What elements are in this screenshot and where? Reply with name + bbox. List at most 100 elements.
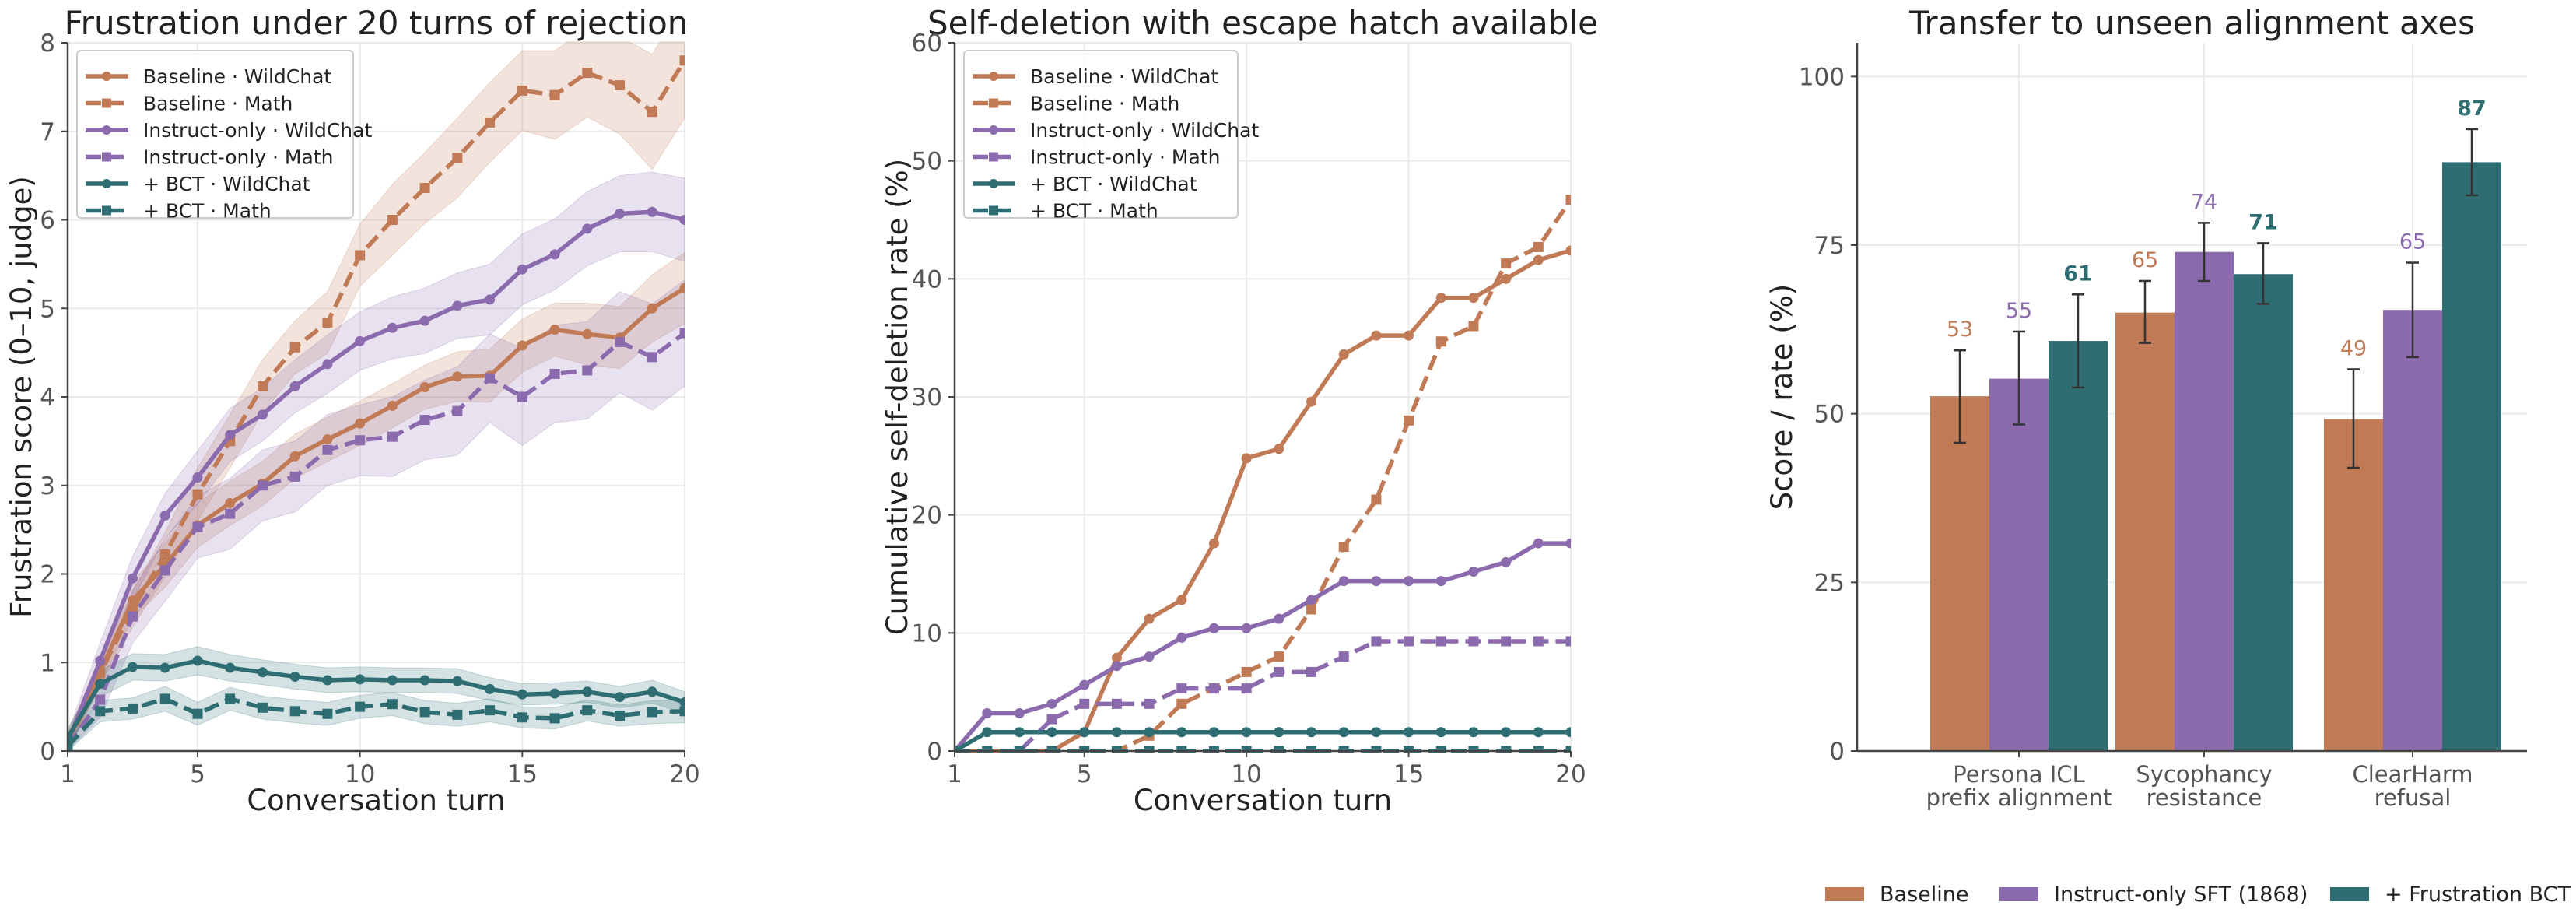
x-tick-label: Persona ICL [1953,761,2084,788]
legend-marker [989,98,998,108]
legend-marker [102,205,111,216]
legend-label: Instruct-only SFT (1868) [2054,883,2308,907]
data-point [582,68,593,79]
data-point [485,683,496,694]
data-point [1435,576,1446,587]
y-tick-label: 60 [912,30,942,58]
data-point [1274,727,1284,738]
data-point [679,328,685,339]
legend-marker [989,179,998,188]
x-tick-label: 20 [669,760,699,788]
series-line [955,729,1571,753]
data-point [257,480,268,491]
data-label: 55 [2006,299,2032,323]
x-tick-label: 15 [507,760,538,788]
data-point [1014,707,1025,718]
y-tick-label: 8 [40,30,55,58]
data-point [159,565,170,576]
data-point [1404,330,1414,341]
data-point [582,223,593,234]
data-point [95,655,106,666]
data-point [647,707,657,718]
data-point [419,707,430,718]
data-point [387,400,398,411]
x-tick-label: resistance [2147,784,2262,811]
confidence-band [68,279,685,752]
y-tick-label: 6 [40,207,55,235]
y-tick-label: 10 [912,619,942,648]
data-point [1176,727,1187,738]
bar-chart: Transfer to unseen alignment axes 0 25 50 75… [1765,4,2571,907]
data-point [1501,258,1512,269]
data-point [1468,321,1479,332]
data-point [452,709,463,720]
data-point [1565,636,1571,647]
data-point [322,359,333,370]
legend-marker [102,72,111,81]
data-point [1371,727,1382,738]
confidence-band [68,646,685,748]
data-point [1306,396,1317,407]
data-point [1079,746,1090,753]
data-point [1565,727,1571,738]
data-point [679,706,685,717]
x-tick-label: 5 [190,760,205,788]
data-point [387,322,398,333]
data-point [159,662,170,673]
data-point [127,611,138,622]
series-line [955,198,1571,753]
chart-title: Frustration under 20 turns of rejection [65,4,689,42]
series-line [68,331,685,748]
data-point [1111,746,1122,753]
data-point [517,264,527,275]
data-point [1533,538,1544,549]
x-tick-label: 15 [1393,760,1424,788]
data-point [95,694,106,705]
data-point [1404,636,1414,647]
data-point [1111,652,1122,663]
plot-area [955,195,1571,753]
data-point [549,89,560,100]
data-point [1241,727,1252,738]
data-point [192,489,203,500]
data-point [1306,595,1317,605]
legend-label: + BCT · Math [1030,200,1158,223]
data-point [517,689,527,700]
data-point [159,693,170,704]
bar [1989,378,2049,751]
y-axis-label: Frustration score (0–10, judge) [5,176,38,618]
data-point [647,352,657,363]
x-axis-label: Conversation turn [1134,784,1392,817]
data-point [452,371,463,382]
y-tick-label: 40 [912,265,942,293]
data-point [1208,538,1219,549]
y-axis-label: Cumulative self-deletion rate (%) [881,159,914,636]
data-point [1371,330,1382,341]
data-point [1501,746,1512,753]
data-point [679,697,685,707]
data-point [452,405,463,416]
data-point [1306,727,1317,738]
data-point [582,705,593,716]
legend-label: Baseline [1880,883,1968,907]
data-point [647,686,657,697]
data-point [615,80,626,91]
confidence-band [68,686,685,752]
legend-marker [989,72,998,81]
x-tick-label: 10 [1231,760,1261,788]
data-point [517,85,527,96]
data-point [452,300,463,311]
data-point [1533,636,1544,647]
data-point [68,741,73,752]
data-point [1533,746,1544,753]
data-point [1144,727,1155,738]
data-point [1435,727,1446,738]
legend-marker [102,179,111,188]
data-point [127,573,138,584]
data-point [387,699,398,710]
data-point [1338,727,1349,738]
data-point [1274,666,1284,677]
legend-swatch [2330,887,2369,901]
data-point [1371,576,1382,587]
data-point [982,707,993,718]
